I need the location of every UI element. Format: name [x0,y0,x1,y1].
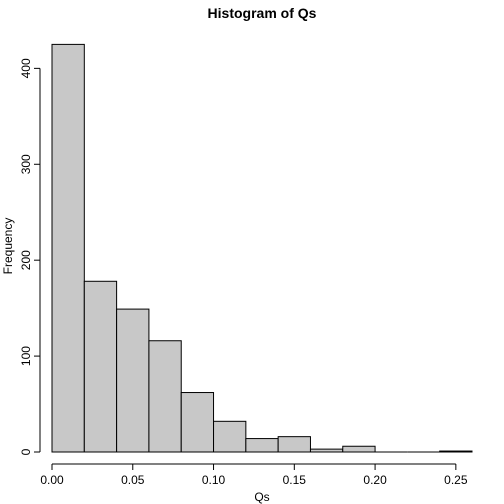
histogram-bar [277,436,311,453]
y-tick-label: 400 [19,58,33,78]
histogram-bar [180,392,215,453]
histogram-bar [245,438,279,453]
histogram-bar [439,450,473,453]
histogram-bar [51,43,85,453]
histogram-bar [342,445,376,453]
x-tick-label: 0.10 [202,473,226,487]
histogram-bar [116,308,150,453]
histogram-bar [148,340,182,453]
y-tick-label: 100 [19,346,33,366]
y-axis-label: Frequency [1,218,15,275]
x-tick-label: 0.05 [121,473,145,487]
x-axis-label: Qs [254,490,269,504]
y-tick-label: 300 [19,154,33,174]
bars-group [51,43,473,453]
x-tick-label: 0.00 [40,473,64,487]
x-axis: 0.00 0.05 0.10 0.15 0.20 0.25 [40,463,468,487]
y-tick-label: 0 [19,448,33,455]
y-axis: 0 100 200 300 400 [19,58,41,455]
y-tick-label: 200 [19,250,33,270]
x-tick-label: 0.20 [363,473,387,487]
chart-title: Histogram of Qs [208,5,317,21]
x-tick-label: 0.25 [444,473,468,487]
histogram-bar [309,448,344,453]
histogram-bar [213,420,247,453]
x-tick-label: 0.15 [283,473,307,487]
histogram-bar [83,280,118,453]
